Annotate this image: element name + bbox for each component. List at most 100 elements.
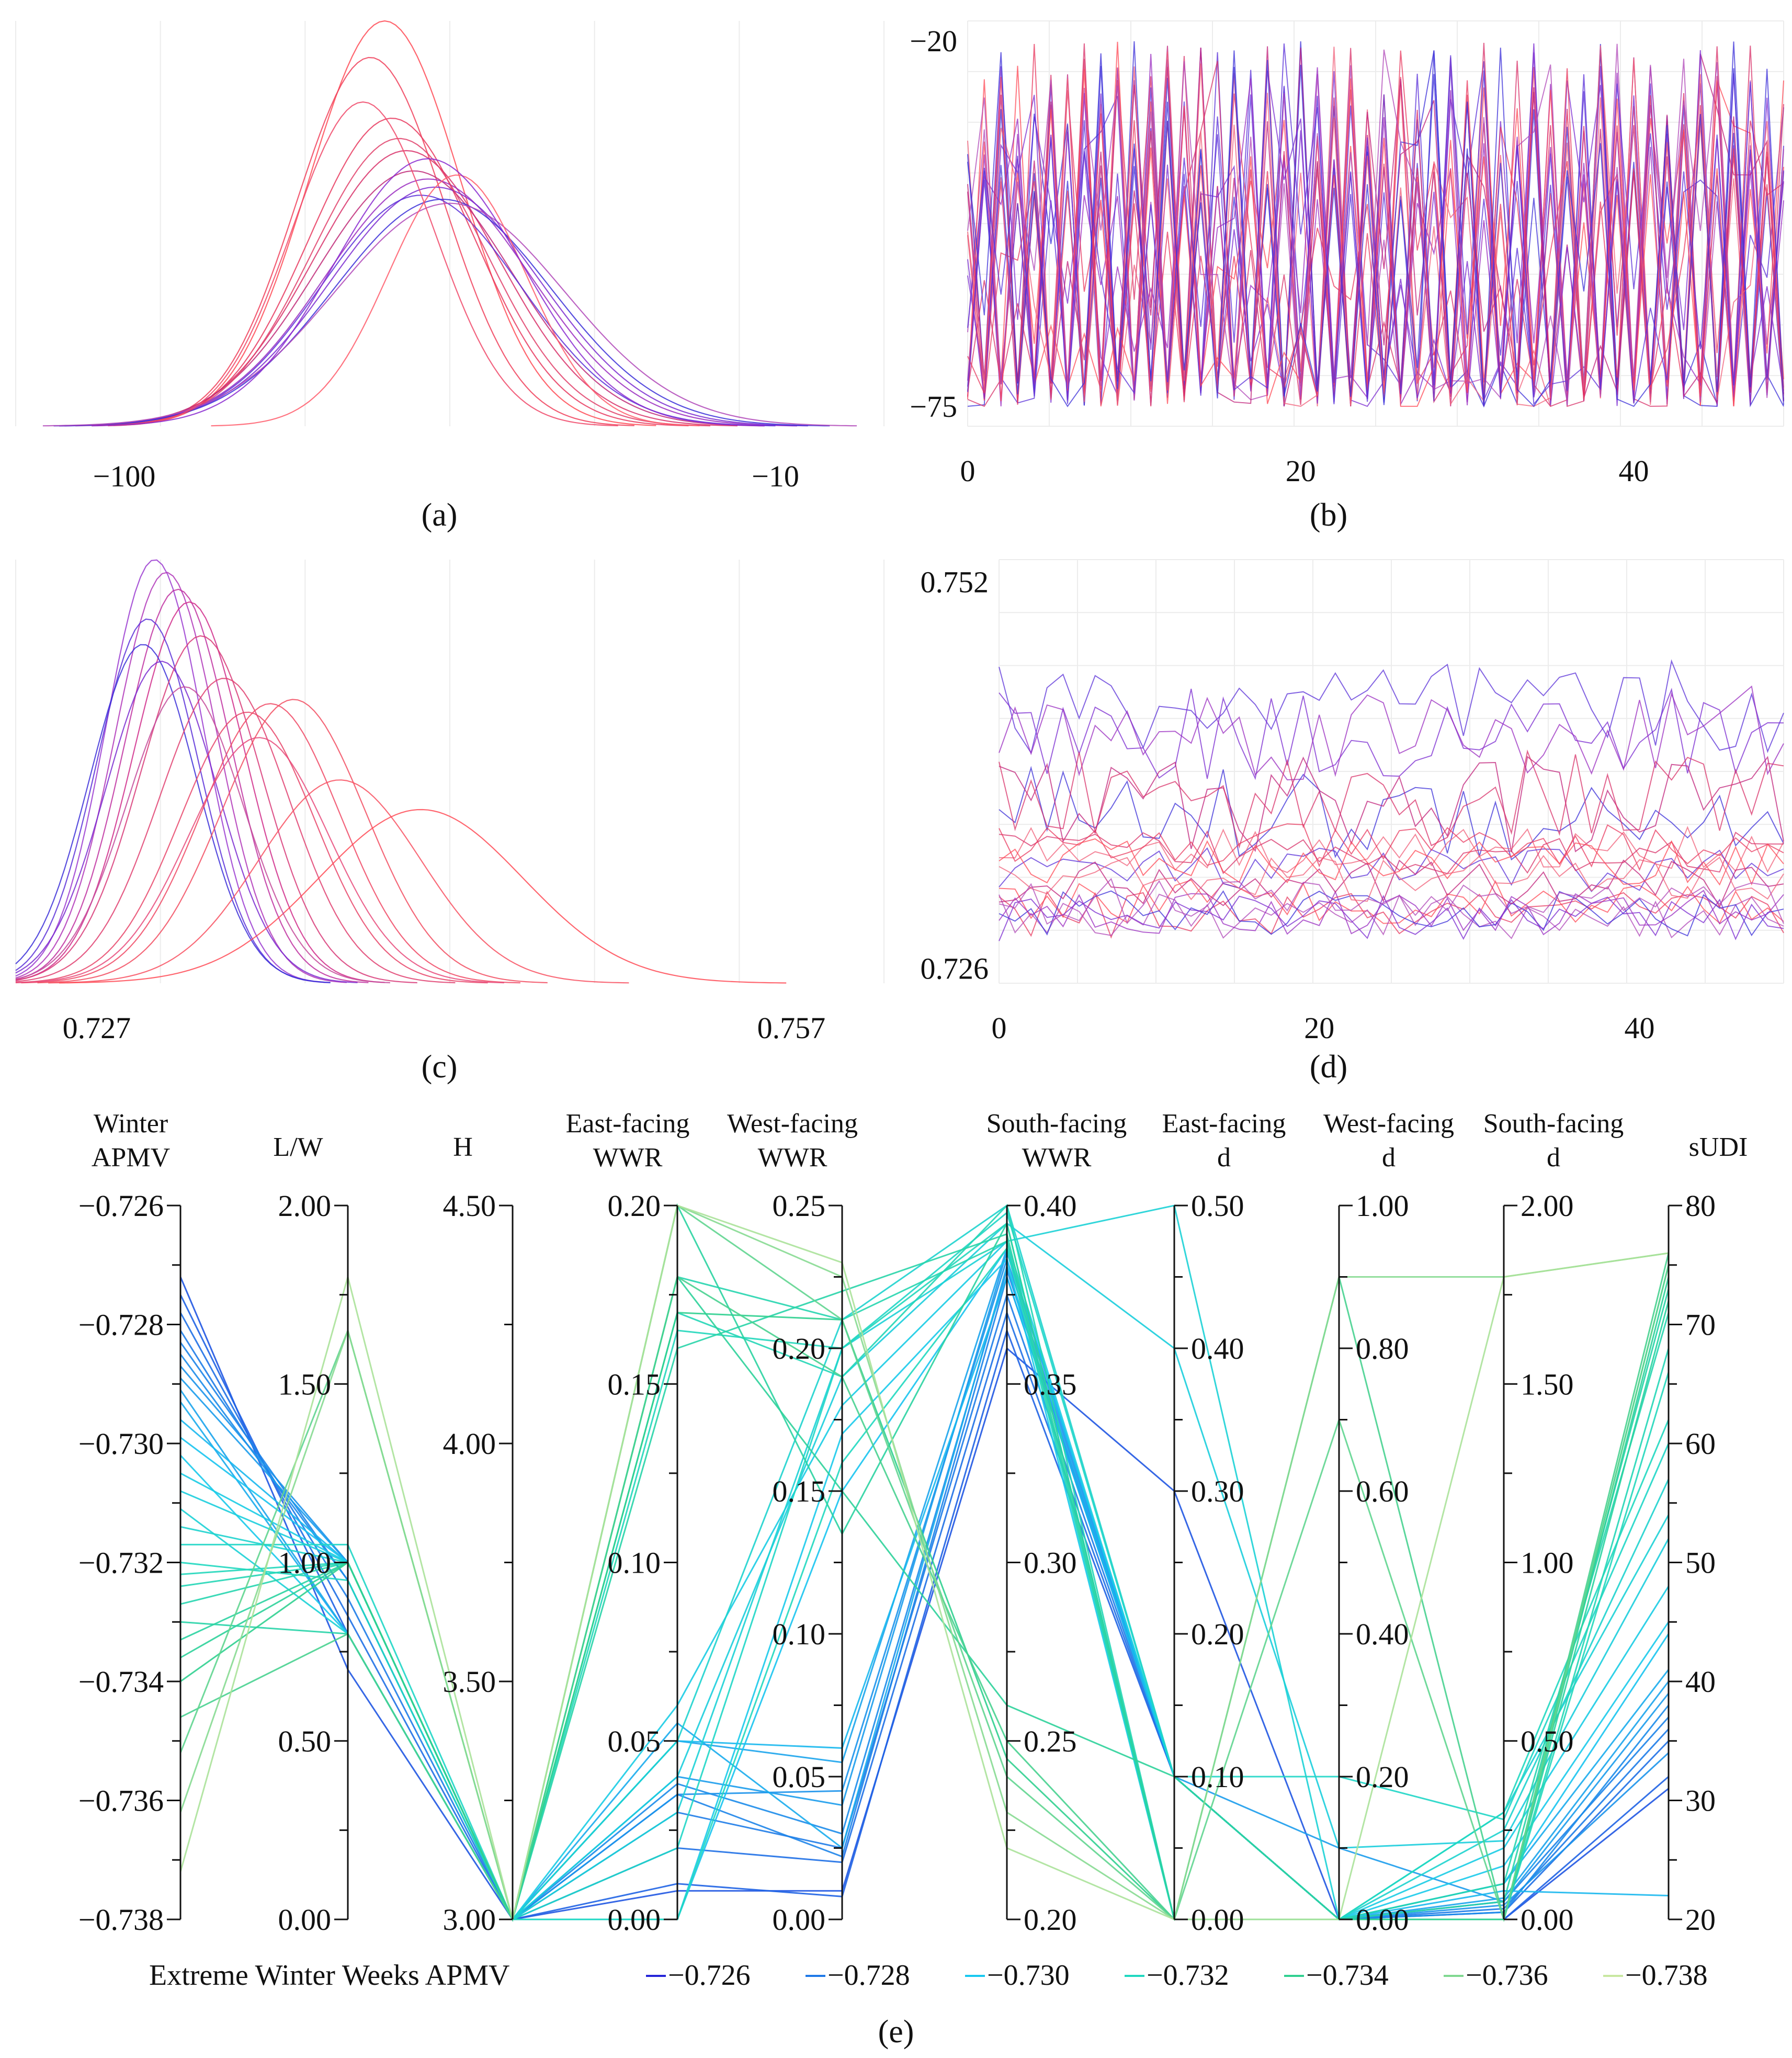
axis-tick-label: 0.40 — [1024, 1189, 1077, 1223]
distribution-curve — [59, 186, 808, 427]
axis-title: d — [1382, 1143, 1396, 1173]
axis-tick-label: 4.50 — [443, 1189, 496, 1223]
parallel-axis: 0.00 0.05 0.10 0.15 0.20 0.25 West-facing WWR — [727, 1109, 858, 1937]
trace-line — [967, 45, 1784, 407]
trace-line — [999, 847, 1784, 892]
axis-tick-label: 3.50 — [443, 1665, 496, 1699]
axis-tick-label: 0.50 — [1521, 1724, 1574, 1758]
panel-a-label: (a) — [422, 497, 458, 533]
distribution-curve — [15, 601, 385, 983]
axis-tick-label: 80 — [1685, 1189, 1716, 1223]
data-line — [180, 1203, 1670, 1922]
axis-tick-label: 0.60 — [1356, 1474, 1409, 1508]
axis-tick-label: 0.00 — [1191, 1903, 1244, 1937]
axis-tick-label: 0.20 — [1024, 1903, 1077, 1937]
axis-tick-label: 0.20 — [1191, 1617, 1244, 1651]
trace-line — [967, 67, 1784, 406]
axis-title: West-facing — [727, 1109, 858, 1139]
axis-tick-label: 0.40 — [1191, 1332, 1244, 1366]
legend-item: −0.732 — [1125, 1959, 1229, 1992]
x-tick-label: 0 — [960, 454, 976, 488]
x-tick-label: 40 — [1618, 454, 1649, 488]
axis-tick-label: 0.00 — [773, 1903, 826, 1937]
y-tick-label: −20 — [910, 24, 957, 58]
axis-tick-label: 1.50 — [278, 1367, 332, 1401]
trace-line — [967, 41, 1784, 407]
axis-tick-label: 0.00 — [1521, 1903, 1574, 1937]
axis-tick-label: 0.25 — [1024, 1724, 1077, 1758]
trace-line — [999, 688, 1784, 780]
data-line — [179, 1245, 1670, 1921]
axis-tick-label: 3.00 — [443, 1903, 496, 1937]
x-tick-label: 0.727 — [63, 1011, 131, 1045]
panel-b-label: (b) — [1310, 497, 1347, 533]
data-line — [180, 1204, 1670, 1921]
parallel-axis: 0.20 0.25 0.30 0.35 0.40 South-facing WWR — [986, 1109, 1127, 1937]
legend-label: −0.734 — [1306, 1959, 1389, 1992]
axis-tick-label: 0.30 — [1191, 1474, 1244, 1508]
distribution-curve — [15, 711, 488, 984]
trace-line — [967, 49, 1784, 405]
parallel-axis: 0.00 0.50 1.00 1.50 2.00 L/W — [273, 1132, 349, 1937]
distribution-curve — [113, 20, 656, 426]
axis-title: d — [1547, 1143, 1560, 1173]
axis-tick-label: 0.15 — [773, 1474, 826, 1508]
data-line — [179, 1267, 1670, 1921]
trace-line — [999, 838, 1784, 886]
panel-e-label: (e) — [878, 2014, 914, 2050]
axis-tick-label: 2.00 — [278, 1189, 332, 1223]
axis-tick-label: −0.736 — [78, 1784, 164, 1818]
distribution-curve — [15, 677, 456, 984]
distribution-curve — [15, 559, 325, 983]
y-tick-label: −75 — [910, 390, 957, 424]
x-tick-label: −100 — [93, 459, 156, 493]
axis-tick-label: 0.20 — [608, 1189, 661, 1223]
legend-label: −0.730 — [987, 1959, 1070, 1992]
axis-tick-label: −0.732 — [78, 1546, 164, 1580]
distribution-curve — [15, 635, 417, 984]
axis-tick-label: 0.10 — [608, 1546, 661, 1580]
axis-title: East-facing — [1162, 1109, 1286, 1139]
data-line — [180, 1240, 1670, 1921]
legend-label: −0.728 — [827, 1959, 910, 1992]
legend-label: −0.736 — [1466, 1959, 1548, 1992]
axis-tick-label: 0.20 — [773, 1332, 826, 1366]
data-line — [180, 1203, 1670, 1922]
x-tick-label: 20 — [1304, 1011, 1334, 1045]
x-tick-label: 40 — [1624, 1011, 1654, 1045]
axis-tick-label: 0.10 — [773, 1617, 826, 1651]
parallel-axis: 0.00 0.10 0.20 0.30 0.40 0.50 East-facing d — [1162, 1109, 1286, 1937]
panel-b-trace-plot: 0 20 40 −20 −75 — [910, 20, 1784, 488]
axis-tick-label: −0.730 — [78, 1427, 164, 1461]
distribution-curve — [15, 737, 504, 984]
axis-title: South-facing — [1483, 1109, 1624, 1139]
axis-tick-label: 60 — [1685, 1427, 1716, 1461]
parallel-axis: 20 30 40 50 60 70 80 sUDI — [1668, 1132, 1748, 1937]
axis-tick-label: 0.50 — [1191, 1189, 1244, 1223]
trace-line — [999, 756, 1784, 852]
distribution-curve — [59, 178, 798, 427]
legend-label: −0.738 — [1625, 1959, 1708, 1992]
trace-line — [999, 895, 1784, 941]
distribution-curve — [42, 202, 857, 427]
distribution-curve — [108, 101, 618, 427]
axis-tick-label: 0.05 — [608, 1724, 661, 1758]
y-tick-label: 0.726 — [921, 952, 989, 986]
axis-title: South-facing — [986, 1109, 1127, 1139]
legend-item: −0.728 — [806, 1959, 910, 1992]
axis-tick-label: 0.05 — [773, 1760, 826, 1794]
axis-tick-label: 30 — [1685, 1784, 1716, 1818]
panel-c-distribution-plot: 0.727 0.757 — [15, 559, 884, 1045]
legend-item: −0.734 — [1284, 1959, 1389, 1992]
axis-tick-label: −0.726 — [78, 1189, 164, 1223]
panel-d-trace-plot: 0 20 40 0.752 0.726 — [921, 559, 1784, 1045]
axis-title: WWR — [758, 1143, 827, 1173]
axis-title: H — [453, 1132, 473, 1162]
axis-tick-label: −0.734 — [78, 1665, 164, 1699]
data-line — [180, 1233, 1670, 1921]
trace-line — [999, 890, 1784, 936]
data-line — [180, 1246, 1670, 1920]
data-line — [179, 1204, 1669, 1921]
distribution-curve — [15, 686, 390, 984]
axis-tick-label: 0.20 — [1356, 1760, 1409, 1794]
